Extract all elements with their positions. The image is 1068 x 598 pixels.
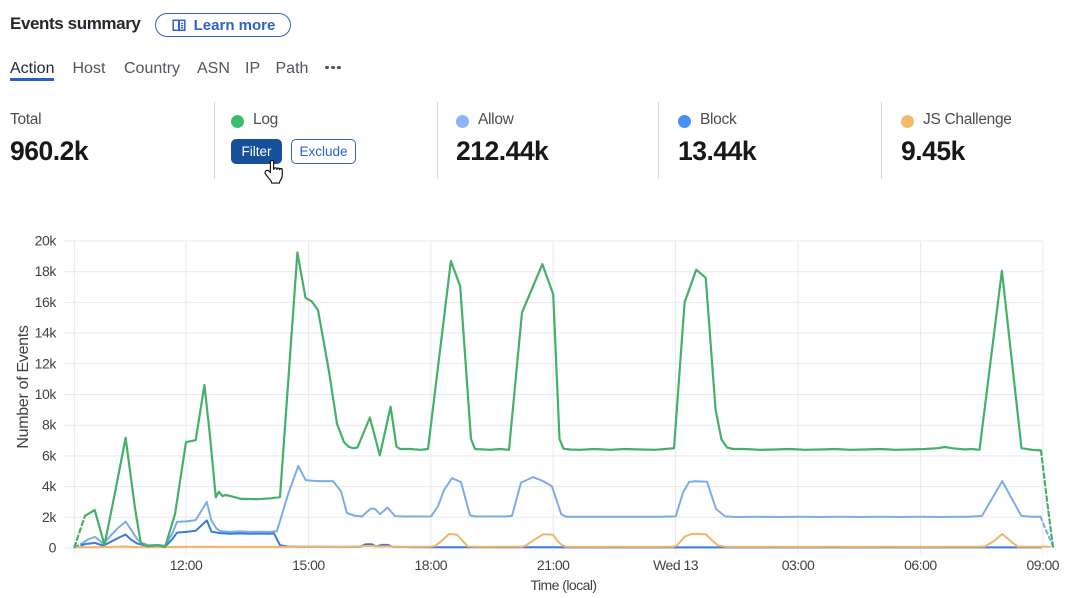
- svg-text:14k: 14k: [35, 325, 58, 341]
- svg-text:20k: 20k: [35, 233, 58, 249]
- svg-text:Time (local): Time (local): [531, 577, 597, 593]
- svg-text:12:00: 12:00: [170, 557, 203, 573]
- svg-text:18k: 18k: [35, 263, 58, 279]
- svg-text:09:00: 09:00: [1027, 557, 1060, 573]
- svg-text:12k: 12k: [35, 355, 58, 371]
- svg-text:4k: 4k: [42, 478, 57, 494]
- svg-text:Wed 13: Wed 13: [653, 557, 699, 573]
- svg-text:06:00: 06:00: [904, 557, 937, 573]
- svg-text:10k: 10k: [35, 386, 58, 402]
- svg-text:6k: 6k: [42, 447, 57, 463]
- svg-text:03:00: 03:00: [782, 557, 815, 573]
- svg-text:Number of Events: Number of Events: [15, 325, 32, 449]
- svg-text:21:00: 21:00: [537, 557, 570, 573]
- svg-text:18:00: 18:00: [415, 557, 448, 573]
- svg-text:15:00: 15:00: [292, 557, 325, 573]
- svg-text:16k: 16k: [35, 294, 58, 310]
- svg-text:0: 0: [49, 540, 57, 556]
- svg-text:2k: 2k: [42, 509, 57, 525]
- svg-text:8k: 8k: [42, 417, 57, 433]
